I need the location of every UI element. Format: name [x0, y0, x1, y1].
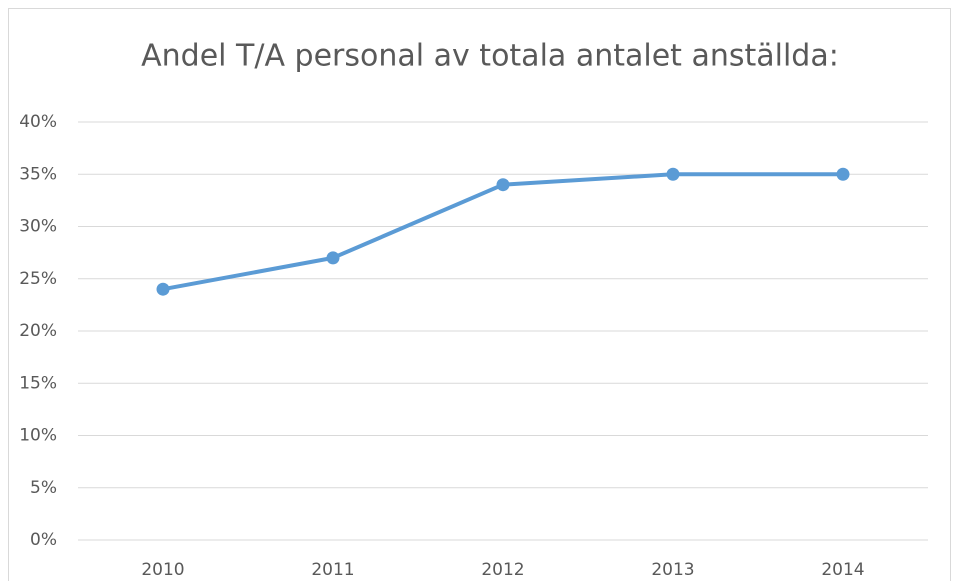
chart-border — [8, 8, 951, 581]
y-tick-label: 10% — [19, 426, 57, 446]
y-tick-label: 35% — [19, 164, 57, 184]
point — [836, 167, 850, 181]
y-tick-label: 25% — [19, 269, 57, 289]
y-tick-label: 5% — [30, 478, 57, 498]
x-tick-label: 2010 — [141, 560, 184, 580]
x-tick-label: 2011 — [311, 560, 354, 580]
y-tick-label: 40% — [19, 112, 57, 132]
point — [496, 178, 510, 192]
point — [666, 167, 680, 181]
y-tick-label: 20% — [19, 321, 57, 341]
y-tick-label: 15% — [19, 373, 57, 393]
x-tick-label: 2014 — [821, 560, 864, 580]
point — [326, 251, 340, 265]
point — [156, 282, 170, 296]
y-tick-label: 30% — [19, 217, 57, 237]
y-tick-label: 0% — [30, 530, 57, 550]
chart-title: Andel T/A personal av totala antalet ans… — [141, 39, 839, 74]
x-tick-label: 2012 — [481, 560, 524, 580]
x-tick-label: 2013 — [651, 560, 694, 580]
